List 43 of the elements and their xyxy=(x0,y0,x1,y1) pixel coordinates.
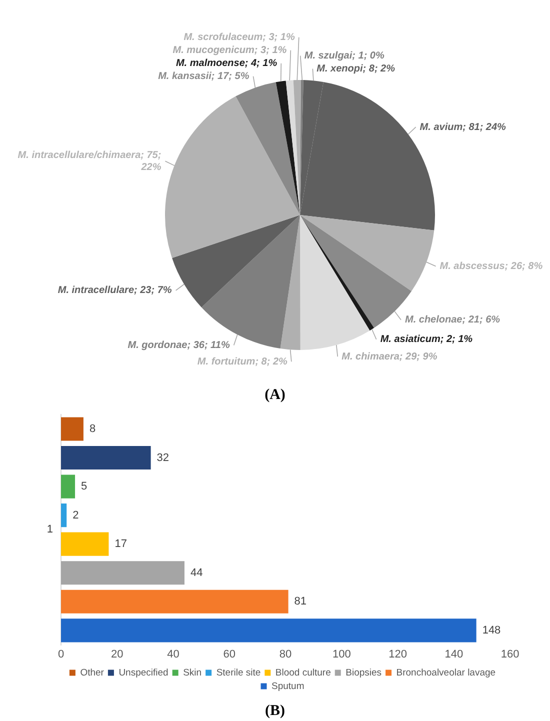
slice-label: M. szulgai; 1; 0% xyxy=(304,50,384,62)
slice-label: M. intracellulare; 23; 7% xyxy=(58,285,172,296)
y-axis-title: 1 xyxy=(46,524,53,536)
x-tick-label: 80 xyxy=(279,648,292,660)
slice-label: M. gordonae; 36; 11% xyxy=(128,340,230,351)
legend-label: Biopsies xyxy=(346,667,382,678)
slice-label: M. fortuitum; 8; 2% xyxy=(197,356,288,368)
slice-label: M. asiaticum; 2; 1% xyxy=(380,334,473,346)
slice-label: M. mucogenicum; 3; 1% xyxy=(172,45,287,56)
x-tick-label: 120 xyxy=(388,648,407,660)
text: (A) xyxy=(264,386,286,405)
slice-label: M. chimaera; 29; 9% xyxy=(342,351,438,362)
x-tick-label: 160 xyxy=(500,648,520,660)
data-label: 2 xyxy=(72,509,79,522)
slice-label: M. abscessus; 26; 8% xyxy=(440,261,543,272)
slice-label: M. avium; 81; 24% xyxy=(420,122,506,133)
slice-label: M. chelonae; 21; 6% xyxy=(405,314,500,326)
x-tick-label: 140 xyxy=(444,648,464,660)
slice-label: M. malmoense; 4; 1% xyxy=(176,58,278,70)
x-tick-label: 0 xyxy=(58,648,64,660)
data-label: 17 xyxy=(114,538,127,550)
x-tick-label: 60 xyxy=(223,648,236,660)
legend-label: Skin xyxy=(183,667,202,678)
x-tick-label: 40 xyxy=(167,648,180,660)
legend-label: Other xyxy=(80,667,104,678)
legend-label: Sputum xyxy=(272,680,304,692)
data-label: 44 xyxy=(190,566,203,579)
slice-label: M. scrofulaceum; 3; 1% xyxy=(184,32,295,44)
data-label: 32 xyxy=(156,452,170,464)
legend-label: Sterile site xyxy=(216,667,261,678)
slice-label: M. xenopi; 8; 2% xyxy=(316,63,396,74)
x-tick-label: 20 xyxy=(111,648,124,660)
data-label: 81 xyxy=(294,596,307,608)
slice-label: M. kansasii; 17; 5% xyxy=(158,71,250,82)
legend-label: Bronchoalveolar lavage xyxy=(396,667,496,678)
x-tick-label: 100 xyxy=(332,648,351,660)
data-label: 8 xyxy=(89,423,96,436)
data-label: 148 xyxy=(482,624,501,636)
slice-label: M. intracellulare/chimaera; 75; 22% xyxy=(18,150,162,173)
legend-label: Unspecified xyxy=(118,667,168,678)
legend-label: Blood culture xyxy=(275,667,331,678)
data-label: 5 xyxy=(81,480,88,493)
text: (B) xyxy=(264,702,286,721)
